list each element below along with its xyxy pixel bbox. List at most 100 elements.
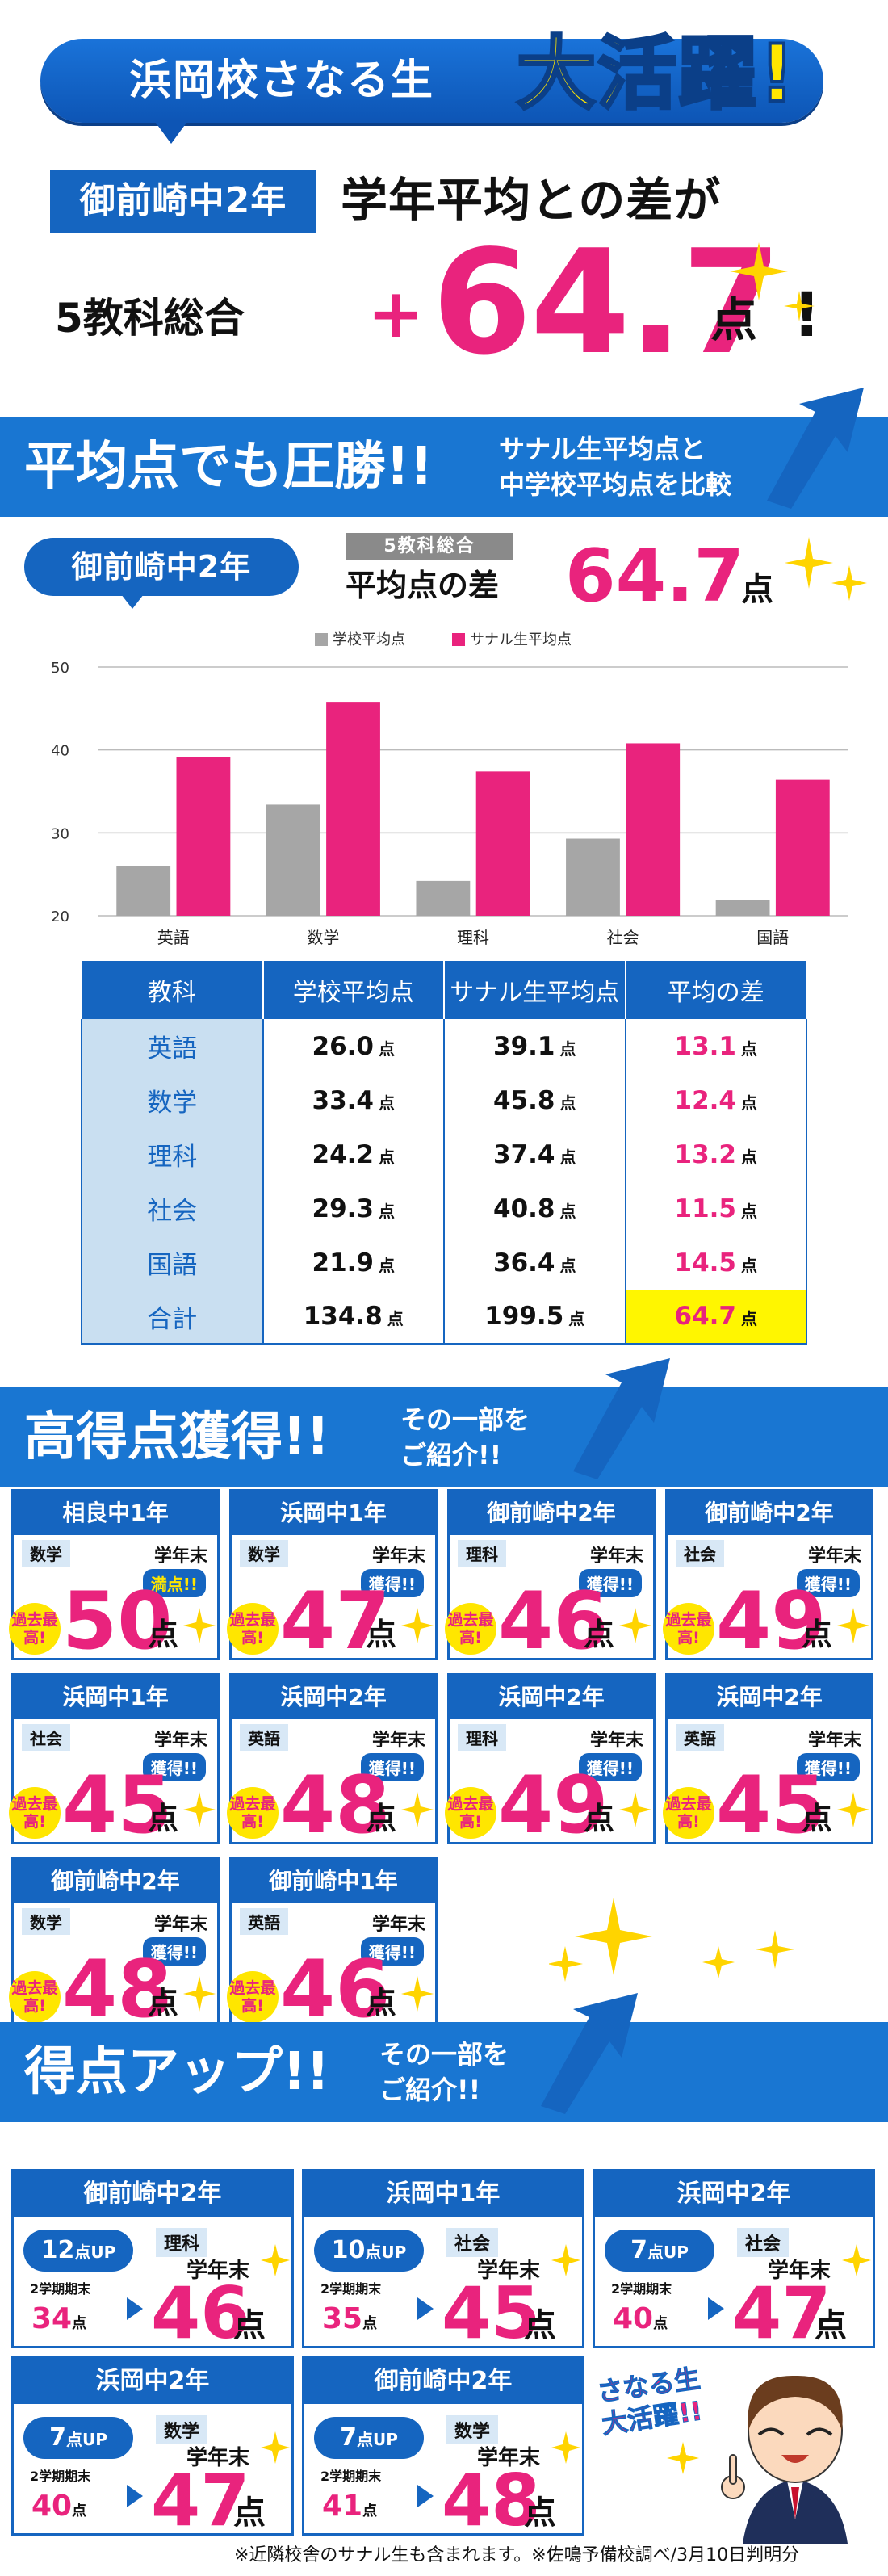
table-cell-unit: 点 — [379, 1255, 395, 1275]
sparkle-icon — [261, 2244, 290, 2276]
score-up-card: 浜岡中2年 7点UP 数学 学年末 2学期期末 40点 47 点 — [11, 2356, 294, 2541]
ucard-school: 御前崎中2年 — [14, 2171, 291, 2217]
card-term: 学年末 — [371, 1546, 425, 1567]
bar-school — [266, 804, 320, 916]
table-cell-value: 11.5 — [674, 1194, 737, 1223]
triangle-right-icon — [127, 2485, 143, 2507]
table-cell-school: 134.8 点 — [262, 1290, 445, 1345]
card-unit: 点 — [802, 1617, 833, 1652]
ucard-unit: 点 — [524, 2307, 556, 2344]
ucard-score: 48 — [442, 2459, 541, 2542]
bar-sanaru — [775, 779, 830, 916]
card-subject: 社会 — [676, 1540, 724, 1567]
comparison-school-pill: 御前崎中2年 — [24, 538, 299, 609]
card-term: 学年末 — [371, 1731, 425, 1751]
section-average-sub2: 中学校平均点を比較 — [499, 469, 732, 500]
table-cell-unit: 点 — [387, 1309, 404, 1328]
table-cell-value: 13.2 — [674, 1139, 737, 1169]
table-cell-value: 理科 — [147, 1143, 198, 1172]
ucard-up-unit: 点UP — [65, 2430, 107, 2449]
card-unit: 点 — [802, 1801, 833, 1836]
card-school: 御前崎中2年 — [14, 1860, 217, 1903]
table-cell-value: 40.8 — [493, 1194, 555, 1223]
ucard-prev-label: 2学期期末 — [30, 2281, 91, 2297]
sparkle-icon — [730, 242, 815, 321]
table-header-row: 教科 学校平均点 サナル生平均点 平均の差 — [82, 961, 807, 1019]
bar-sanaru — [626, 743, 681, 916]
triangle-right-icon — [708, 2297, 724, 2320]
table-cell-value: 37.4 — [493, 1139, 555, 1169]
ucard-up-badge: 7点UP — [314, 2417, 424, 2459]
ucard-up-value: 10 — [331, 2236, 366, 2264]
table-row: 数学 33.4 点 45.8 点 12.4 点 — [81, 1073, 807, 1127]
table-cell-unit: 点 — [741, 1093, 757, 1113]
table-header: 教科 — [82, 961, 264, 1019]
card-unit: 点 — [584, 1801, 615, 1836]
card-unit: 点 — [366, 1801, 397, 1836]
bar-school — [416, 880, 471, 916]
ucard-prev-value: 35 — [322, 2302, 363, 2335]
high-score-card: 浜岡中2年 英語 学年末 獲得!! 48 点 過去最高! — [227, 1673, 438, 1850]
card-subject: 英語 — [676, 1724, 724, 1751]
x-tick-label: 英語 — [157, 928, 190, 947]
table-cell-sanaru: 40.8 点 — [443, 1181, 626, 1236]
table-cell-value: 36.4 — [493, 1248, 555, 1278]
card-term: 学年末 — [589, 1731, 643, 1751]
section-average-band — [0, 417, 888, 517]
sparkle-icon — [837, 1608, 869, 1643]
table-cell-unit: 点 — [559, 1038, 576, 1059]
high-score-card: 浜岡中1年 社会 学年末 獲得!! 45 点 過去最高! — [9, 1673, 220, 1850]
triangle-right-icon — [417, 2485, 434, 2507]
card-term: 学年末 — [153, 1731, 207, 1751]
ucard-prev-value: 41 — [322, 2490, 363, 2523]
sparkle-icon — [667, 2442, 699, 2474]
ucard-prev-unit: 点 — [362, 2503, 378, 2519]
arrow-up-right-icon — [767, 388, 864, 509]
card-subject: 数学 — [240, 1540, 288, 1567]
table-cell-unit: 点 — [379, 1038, 395, 1059]
table-cell-unit: 点 — [568, 1309, 585, 1328]
sparkle-icon — [619, 1608, 651, 1643]
high-score-card: 相良中1年 数学 学年末 満点!! 50 点 過去最高! — [9, 1489, 220, 1666]
table-cell-value: 14.5 — [674, 1248, 737, 1278]
hero-speech-bubble — [40, 39, 823, 144]
card-term: 学年末 — [807, 1546, 861, 1567]
sparkle-icon — [261, 2431, 290, 2464]
ucard-subject: 数学 — [446, 2415, 499, 2444]
table-cell-value: 国語 — [147, 1251, 198, 1280]
card-school: 御前崎中1年 — [232, 1860, 435, 1903]
ucard-school: 浜岡中2年 — [14, 2359, 291, 2404]
table-cell-unit: 点 — [741, 1147, 757, 1167]
ucard-unit: 点 — [233, 2494, 266, 2532]
ucard-unit: 点 — [524, 2494, 556, 2532]
ucard-up-unit: 点UP — [365, 2242, 407, 2262]
table-cell-value: 134.8 — [303, 1302, 383, 1331]
ucard-subject: 理科 — [156, 2228, 208, 2257]
table-cell-subject: 社会 — [81, 1181, 264, 1236]
table-cell-sanaru: 37.4 点 — [443, 1127, 626, 1181]
table-cell-subject: 英語 — [81, 1019, 264, 1073]
ucard-up-value: 12 — [40, 2236, 75, 2264]
legend-swatch — [315, 633, 328, 646]
ucard-subject: 社会 — [737, 2228, 790, 2257]
sparkle-icon — [551, 2431, 580, 2464]
table-cell-unit: 点 — [379, 1201, 395, 1221]
card-school: 浜岡中1年 — [14, 1676, 217, 1719]
student-mascot-icon — [721, 2375, 848, 2544]
card-record-badge: 過去最高! — [9, 1787, 61, 1839]
table-cell-value: 33.4 — [312, 1085, 375, 1115]
table-cell-sanaru: 36.4 点 — [443, 1236, 626, 1290]
headline-exclamation: ! — [793, 279, 821, 350]
footnote: ※近隣校舎のサナル生も含まれます。※佐鳴予備校調べ/3月10日判明分 — [234, 2545, 800, 2566]
card-term: 学年末 — [153, 1915, 207, 1935]
ucard-up-badge: 12点UP — [23, 2230, 133, 2272]
card-record-badge: 過去最高! — [445, 1787, 496, 1839]
card-score: 49 — [498, 1760, 609, 1852]
sparkle-icon — [183, 1976, 216, 2012]
bar-sanaru — [326, 702, 380, 916]
card-badge: 獲得!! — [142, 1753, 206, 1781]
card-subject: 数学 — [22, 1540, 70, 1567]
card-subject: 数学 — [22, 1908, 70, 1935]
ucard-up-badge: 7点UP — [23, 2417, 133, 2459]
card-unit: 点 — [148, 1617, 179, 1652]
